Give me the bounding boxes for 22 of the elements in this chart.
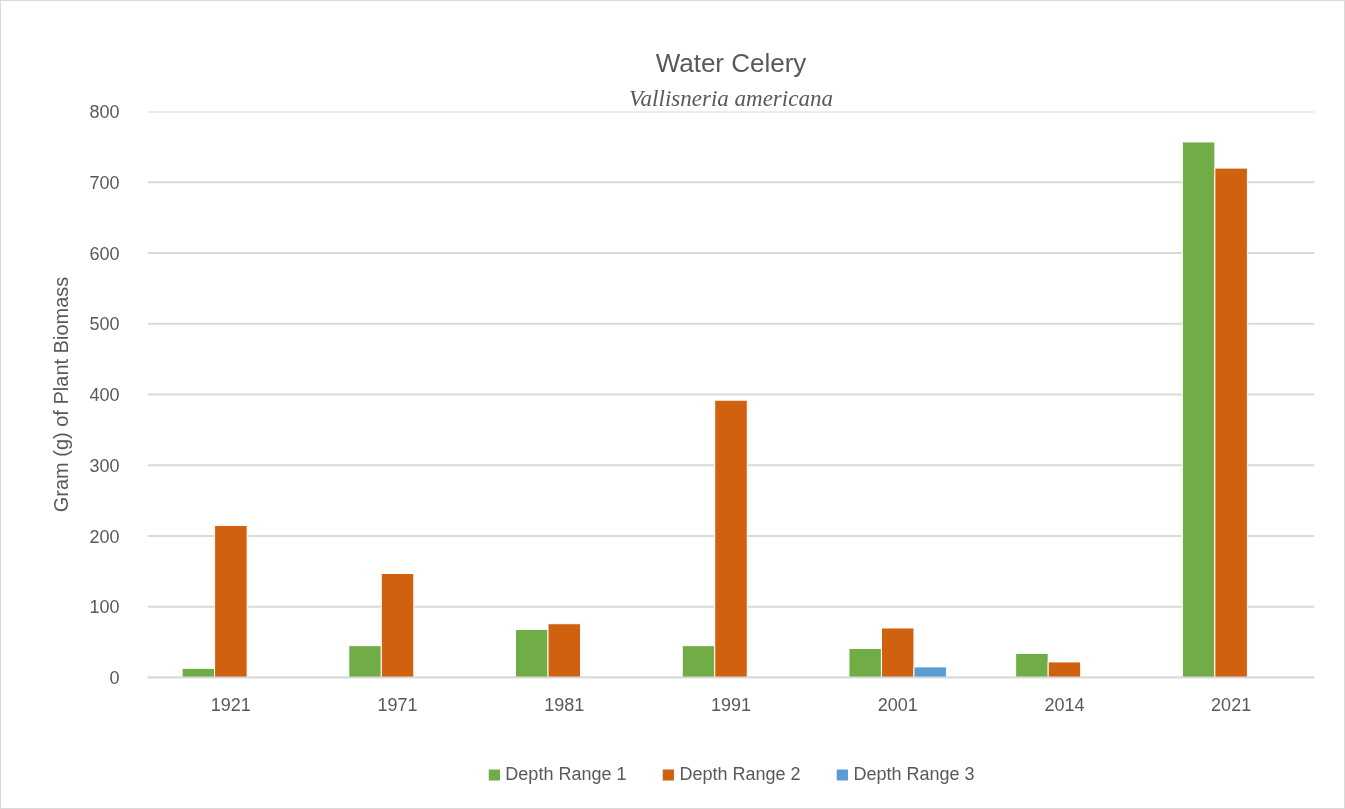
y-tick-label: 200 bbox=[89, 526, 120, 547]
x-tick-label: 1981 bbox=[544, 694, 585, 715]
legend-label: Depth Range 1 bbox=[505, 763, 627, 785]
y-tick-label: 600 bbox=[89, 243, 120, 264]
x-tick-label: 1921 bbox=[210, 694, 251, 715]
y-tick-label: 0 bbox=[109, 668, 120, 688]
x-tick-label: 2001 bbox=[877, 694, 918, 715]
y-tick-label: 800 bbox=[89, 102, 120, 122]
x-tick-label: 1991 bbox=[710, 694, 752, 715]
y-tick-label: 700 bbox=[89, 172, 120, 193]
legend-label: Depth Range 2 bbox=[679, 763, 801, 785]
y-axis-title: Gram (g) of Plant Biomass bbox=[50, 276, 73, 513]
x-tick-label: 2021 bbox=[1211, 694, 1252, 715]
y-tick-label: 500 bbox=[89, 314, 120, 335]
chart-title: Water Celery bbox=[655, 47, 807, 78]
y-tick-label: 300 bbox=[89, 455, 120, 476]
legend-label: Depth Range 3 bbox=[853, 763, 975, 785]
x-tick-label: 1971 bbox=[377, 694, 418, 715]
chart-subtitle: Vallisneria americana bbox=[629, 85, 833, 111]
y-tick-label: 400 bbox=[89, 385, 120, 405]
y-tick-label: 100 bbox=[89, 597, 120, 618]
x-tick-label: 2014 bbox=[1044, 694, 1085, 715]
